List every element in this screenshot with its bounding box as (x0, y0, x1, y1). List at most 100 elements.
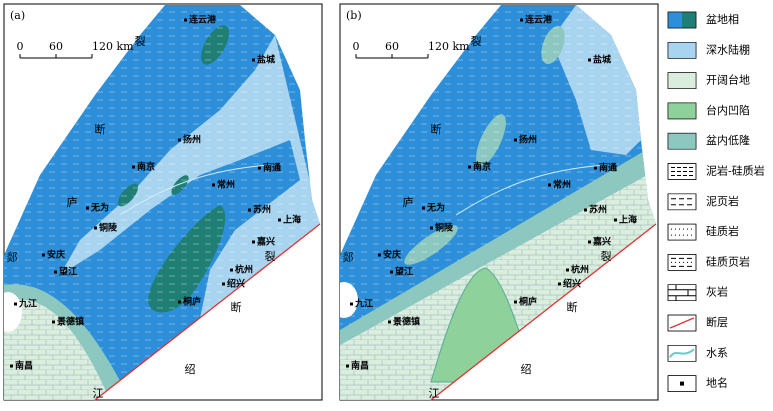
legend-item: 盆内低隆 (667, 132, 750, 150)
panel-label: (a) (10, 9, 25, 22)
legend-label: 泥岩-硅质岩 (706, 164, 765, 178)
place-name: 南京 (137, 161, 155, 173)
fault-label: 断 (431, 122, 442, 136)
swatch-border (667, 375, 697, 392)
legend-label: 盆地相 (706, 12, 739, 26)
legend-item: 灰岩 (667, 284, 728, 302)
fault-label: 断 (231, 300, 242, 314)
place-dot (42, 253, 45, 257)
place-dot (350, 302, 353, 306)
legend-item: 开阔台地 (667, 72, 750, 89)
place-dot (52, 320, 55, 324)
fault-label: 断 (567, 300, 578, 314)
place-name: 望江 (395, 266, 413, 278)
legend-item: 盆地相 (667, 11, 739, 29)
swatch-border (667, 223, 697, 241)
place-name: 景德镇 (57, 316, 84, 328)
legend-item: 硅质岩 (667, 223, 739, 241)
swatch (668, 133, 696, 150)
place-name: 安庆 (47, 249, 65, 261)
place-name: 景德镇 (393, 316, 420, 328)
place-name: 南昌 (351, 360, 369, 372)
place-dot (94, 226, 97, 230)
scale-label: 120 km (92, 40, 134, 53)
swatch-border (667, 254, 697, 271)
place-symbol (680, 381, 684, 386)
place-dot (252, 58, 255, 62)
legend-item: 地名 (667, 375, 728, 392)
place-name: 绍兴 (227, 278, 245, 290)
place-name: 绍兴 (563, 278, 581, 290)
place-dot (430, 226, 433, 230)
place-dot (566, 268, 569, 272)
place-name: 上海 (619, 214, 637, 226)
legend-item: 泥页岩 (667, 193, 739, 211)
swatch-border (667, 163, 697, 180)
place-name: 常州 (553, 179, 571, 191)
fault-line (430, 223, 657, 401)
place-dot (278, 218, 281, 222)
place-dot (390, 270, 393, 274)
swatch-border (667, 102, 697, 120)
place-dot (178, 300, 181, 304)
place-dot (212, 183, 215, 187)
fault-label: 郯 (343, 250, 354, 264)
fault-line (94, 223, 321, 401)
fault-label: 江 (429, 387, 440, 400)
place-name: 嘉兴 (256, 236, 275, 248)
scale-label: 0 (17, 40, 24, 53)
legend-label: 地名 (706, 376, 728, 390)
place-dot (548, 183, 551, 187)
place-name: 常州 (217, 179, 235, 191)
place-dot (252, 240, 255, 244)
swatch (668, 102, 696, 119)
swatch (668, 42, 696, 59)
swatch-border (667, 284, 697, 302)
place-name: 南京 (473, 161, 491, 173)
place-name: 桐庐 (519, 296, 537, 308)
fault-symbol (669, 317, 695, 329)
place-dot (558, 282, 561, 286)
place-name: 苏州 (589, 204, 607, 216)
place-dot (230, 268, 233, 272)
place-dot (248, 208, 251, 212)
place-name: 铜陵 (435, 222, 454, 234)
fault-label: 江 (93, 387, 104, 400)
place-dot (422, 206, 425, 210)
swatch-frame (667, 193, 697, 211)
fault-label: 裂 (135, 35, 146, 48)
fault-label: 裂 (601, 250, 612, 263)
swatch-border (667, 344, 697, 362)
place-dot (10, 364, 13, 368)
legend-item: 深水陆棚 (667, 41, 750, 59)
place-name: 无为 (426, 202, 445, 214)
place-dot (178, 138, 181, 142)
place-dot (468, 165, 471, 169)
place-dot (514, 300, 517, 304)
place-name: 扬州 (519, 134, 537, 146)
place-name: 南通 (599, 162, 617, 174)
place-name: 扬州 (183, 134, 201, 146)
place-dot (222, 282, 225, 286)
swatch-border (667, 72, 697, 89)
place-dot (588, 58, 591, 62)
place-dot (514, 138, 517, 142)
place-dot (54, 270, 57, 274)
fault-label: 裂 (265, 250, 276, 263)
place-name: 盐城 (257, 54, 275, 66)
swatch (682, 12, 696, 28)
place-dot (184, 18, 187, 22)
place-name: 连云港 (189, 14, 217, 26)
hatch (668, 284, 696, 301)
place-dot (14, 302, 17, 306)
legend-label: 硅质页岩 (706, 254, 750, 268)
place-dot (584, 208, 587, 212)
fault-label: 断 (95, 122, 106, 136)
legend-label: 硅质岩 (706, 224, 739, 238)
place-dot (132, 165, 135, 169)
panel-label: (b) (346, 9, 362, 22)
place-dot (378, 253, 381, 257)
